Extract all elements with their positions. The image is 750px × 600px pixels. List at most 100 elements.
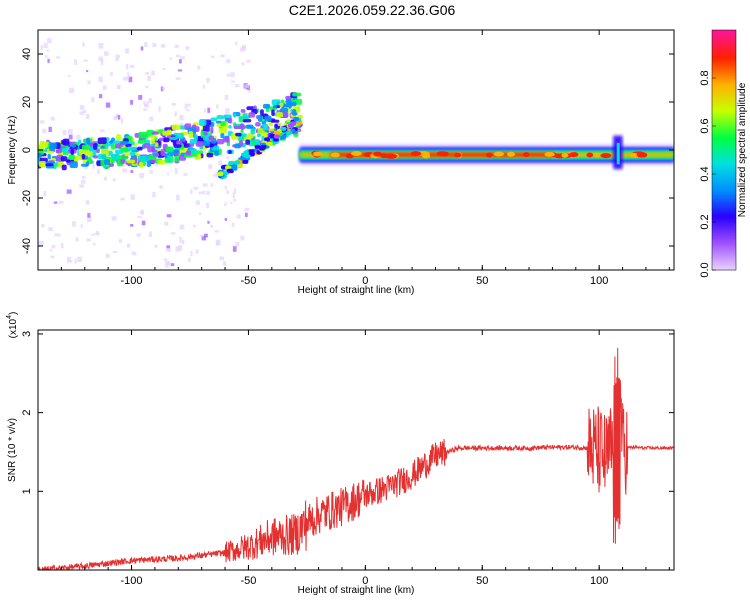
colorbar-step: [712, 88, 736, 91]
spectrogram-blob: [215, 120, 222, 124]
colorbar-tick-label: 0.2: [699, 214, 711, 229]
spectrogram-blob: [293, 117, 300, 122]
spectrogram-blob: [97, 137, 107, 145]
spectrogram-blob: [38, 152, 42, 159]
colorbar-step: [712, 62, 736, 65]
spectrogram-blob: [246, 124, 254, 129]
spectrogram-blob: [264, 115, 272, 122]
colorbar-step: [712, 206, 736, 209]
spectrogram-speckle: [204, 233, 208, 238]
spectrogram-speckle: [50, 255, 55, 259]
spectrogram-speckle: [207, 107, 211, 113]
spectrogram-blob: [287, 123, 294, 128]
colorbar-step: [712, 110, 736, 113]
spectrogram-speckle: [149, 116, 154, 122]
spectrogram-speckle: [138, 95, 143, 100]
colorbar-step: [712, 128, 736, 131]
colorbar-step: [712, 162, 736, 165]
x-tick-label: -100: [121, 275, 143, 287]
spectrogram-speckle: [236, 214, 241, 219]
spectrogram-speckle: [230, 119, 234, 125]
spectrogram-speckle: [178, 245, 183, 251]
colorbar-step: [712, 228, 736, 231]
spectrogram-speckle: [179, 114, 184, 121]
spectrogram-blob: [256, 133, 261, 138]
spectrogram-speckle: [171, 102, 176, 106]
spectrogram-speckle: [46, 49, 50, 52]
spectrogram-blob: [128, 146, 136, 151]
x-tick-label: 100: [590, 275, 608, 287]
spectrogram-blob: [274, 131, 281, 136]
spectrogram-blob: [279, 102, 284, 107]
spectrogram-speckle: [213, 174, 218, 177]
colorbar-step: [712, 124, 736, 127]
spectrogram-speckle: [68, 74, 71, 77]
spectrogram-speckle: [244, 207, 250, 211]
spectrogram-speckle: [203, 108, 207, 113]
spectrogram-speckle: [190, 188, 193, 194]
spectrogram-blob: [162, 130, 170, 136]
spectrogram-speckle: [233, 198, 237, 202]
spectrogram-speckle: [239, 47, 245, 52]
spectrogram-speckle: [187, 103, 191, 107]
spectrogram-speckle: [175, 246, 181, 252]
spectrogram-speckle: [115, 58, 119, 61]
spectrogram-blob: [217, 172, 224, 177]
colorbar-step: [712, 216, 736, 219]
colorbar-step: [712, 192, 736, 195]
spectrogram-blob: [225, 165, 232, 170]
spectrogram-blob: [77, 139, 82, 144]
spectrogram-blob: [146, 160, 152, 168]
spectrogram-blob: [240, 108, 246, 113]
spectrogram-blob: [195, 150, 204, 155]
carrier-blob: [454, 152, 462, 158]
spectrogram-speckle: [187, 258, 191, 263]
spectrogram-blob: [137, 146, 143, 151]
spectrogram-speckle: [232, 246, 237, 252]
colorbar-step: [712, 116, 736, 119]
colorbar-step: [712, 154, 736, 157]
spectrogram-speckle: [162, 128, 166, 132]
spectrogram-speckle: [122, 76, 128, 81]
spectrogram-speckle: [127, 72, 130, 79]
spectrogram-blob: [157, 159, 166, 165]
spectrogram-speckle: [170, 263, 175, 267]
spectrogram-speckle: [87, 213, 91, 218]
spectrogram-blob: [149, 135, 158, 139]
colorbar-step: [712, 176, 736, 179]
colorbar-step: [712, 52, 736, 55]
spectrogram-blob: [226, 168, 233, 173]
spectrogram-speckle: [183, 172, 188, 176]
carrier-blob: [410, 151, 422, 157]
colorbar-step: [712, 96, 736, 99]
spectrogram-speckle: [216, 104, 219, 109]
spectrogram-speckle: [160, 44, 166, 48]
spectrogram-blob: [195, 141, 204, 147]
spectrogram-blob: [260, 145, 267, 150]
spectrogram-speckle: [152, 191, 156, 198]
colorbar-step: [712, 50, 736, 53]
spectrogram-blob: [240, 156, 247, 161]
spectrogram-speckle: [174, 168, 178, 175]
spectrogram-speckle: [136, 233, 141, 237]
colorbar-step: [712, 72, 736, 75]
spectrogram-blob: [92, 155, 99, 159]
spectrogram-speckle: [230, 202, 233, 205]
spectrogram-blob: [193, 134, 198, 142]
colorbar-step: [712, 78, 736, 81]
spectrogram-speckle: [137, 216, 142, 219]
spectrogram-blob: [233, 125, 242, 130]
spectrogram-y-label: Frequency (Hz): [7, 116, 18, 185]
colorbar-tick-label: 0.4: [699, 166, 711, 181]
spectrogram-blob: [120, 147, 129, 153]
colorbar-step: [712, 136, 736, 139]
spectrogram-blob: [266, 142, 273, 147]
spectrogram-blob: [257, 128, 265, 134]
colorbar-step: [712, 200, 736, 203]
spectrogram-blob: [240, 129, 244, 134]
spectrogram-speckle: [162, 67, 166, 70]
carrier-blob: [561, 152, 569, 158]
spectrogram-speckle: [181, 239, 185, 245]
spectrogram-speckle: [115, 54, 121, 59]
colorbar-step: [712, 158, 736, 161]
